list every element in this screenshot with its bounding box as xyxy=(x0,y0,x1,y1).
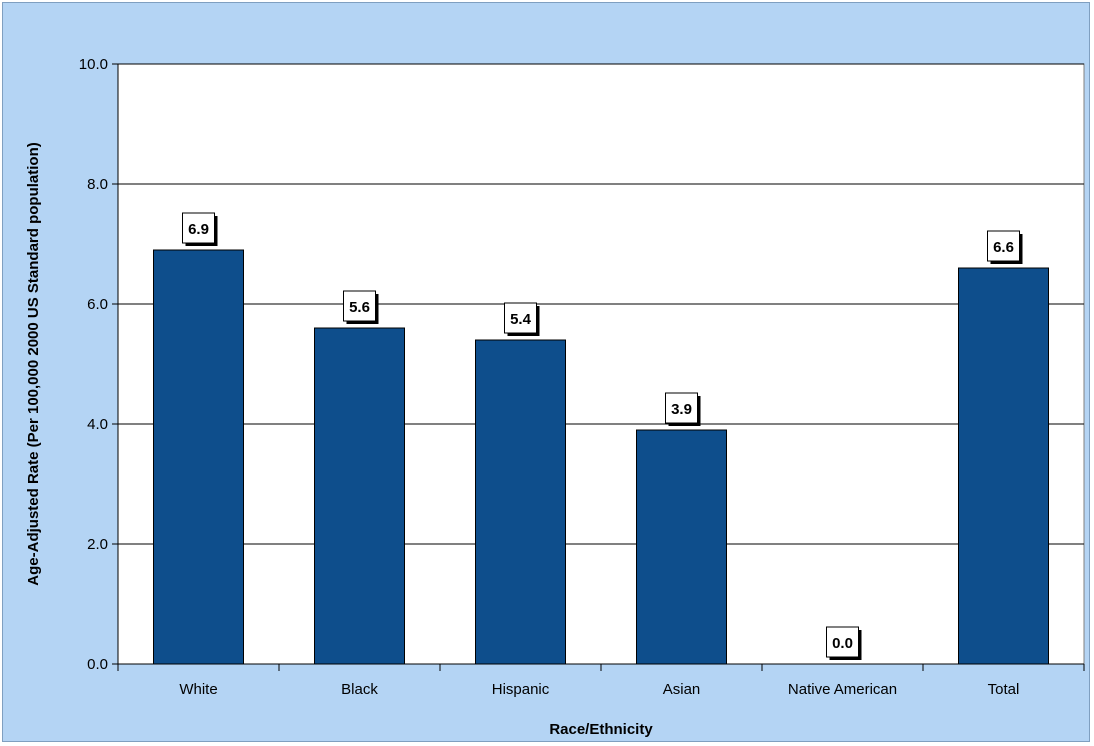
y-tick-label: 6.0 xyxy=(87,296,108,313)
bar-white xyxy=(153,249,244,665)
x-tick-label: Black xyxy=(341,681,378,698)
data-label-box xyxy=(826,626,859,658)
bar-hispanic xyxy=(475,339,566,665)
data-label: 6.9 xyxy=(182,212,218,246)
data-label-box xyxy=(504,302,537,334)
data-label: 5.4 xyxy=(504,302,540,336)
data-label-text: 5.4 xyxy=(510,311,532,328)
data-label-box xyxy=(343,290,376,322)
y-axis-title: Age-Adjusted Rate (Per 100,000 2000 US S… xyxy=(25,142,42,585)
bar-black xyxy=(314,327,405,665)
plot-area xyxy=(117,63,1085,665)
bars xyxy=(153,249,1049,665)
x-tick-label: Native American xyxy=(788,681,897,698)
y-tick-label: 0.0 xyxy=(87,656,108,673)
data-label-text: 0.0 xyxy=(832,635,853,652)
data-label-box xyxy=(182,212,215,244)
x-tick-label: Asian xyxy=(663,681,701,698)
x-axis-title: Race/Ethnicity xyxy=(549,721,653,738)
data-label-text: 5.6 xyxy=(349,299,370,316)
x-tick-label: Hispanic xyxy=(492,681,550,698)
y-tick-label: 10.0 xyxy=(79,56,108,73)
x-tick-label: Total xyxy=(988,681,1020,698)
y-tick-label: 8.0 xyxy=(87,176,108,193)
x-tick-label: White xyxy=(179,681,217,698)
bar-total xyxy=(958,267,1049,665)
gridlines xyxy=(118,63,1084,545)
data-label: 3.9 xyxy=(665,392,701,426)
data-label: 0.0 xyxy=(826,626,862,660)
data-label-text: 3.9 xyxy=(671,401,692,418)
y-axis-ticks: 0.0 2.0 4.0 6.0 8.0 10.0 xyxy=(79,56,118,673)
y-tick-label: 2.0 xyxy=(87,536,108,553)
data-label: 6.6 xyxy=(987,230,1023,264)
data-labels: 6.9 5.6 5.4 3.9 0.0 6.6 xyxy=(182,212,1023,660)
y-tick-label: 4.0 xyxy=(87,416,108,433)
data-label-box xyxy=(987,230,1020,262)
data-label-text: 6.9 xyxy=(188,221,209,238)
data-label-box xyxy=(665,392,698,424)
bar-asian xyxy=(636,429,727,665)
data-label-text: 6.6 xyxy=(993,239,1014,256)
data-label: 5.6 xyxy=(343,290,379,324)
x-axis-ticks: White Black Hispanic Asian Native American To… xyxy=(117,664,1085,698)
